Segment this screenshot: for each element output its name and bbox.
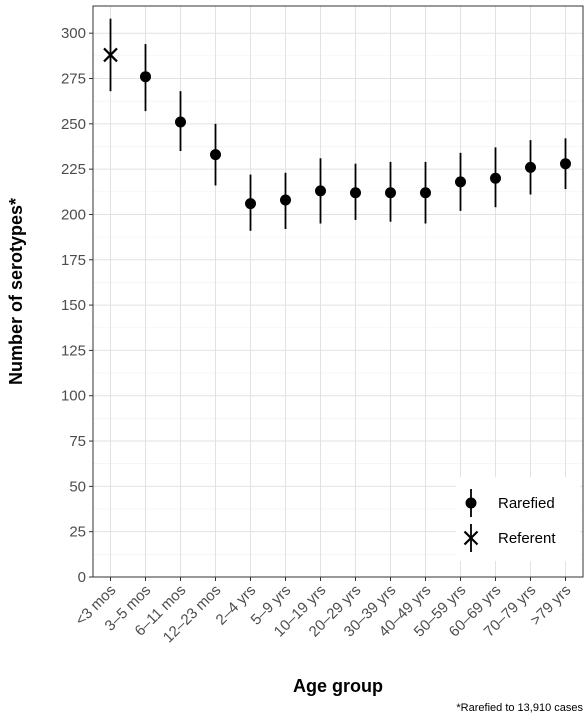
y-tick-label: 300	[61, 25, 86, 42]
referent-point	[103, 47, 118, 63]
y-tick-label: 0	[78, 569, 86, 586]
rarefied-point	[140, 71, 151, 83]
data-layer	[103, 18, 571, 231]
rarefied-point	[245, 198, 256, 210]
y-axis-title: Number of serotypes*	[6, 198, 26, 385]
rarefied-point	[175, 116, 186, 128]
rarefied-point	[490, 172, 501, 184]
legend: Rarefied Referent	[456, 477, 580, 561]
y-tick-label: 275	[61, 71, 86, 88]
marker-stroke	[463, 530, 479, 546]
rarefied-point	[560, 158, 571, 170]
rarefied-point	[210, 149, 221, 161]
panel-border	[92, 5, 584, 578]
y-tick-label: 25	[69, 524, 86, 541]
legend-label-referent: Referent	[498, 530, 556, 547]
x-axis-title: Age group	[293, 676, 383, 696]
rarefied-point	[455, 176, 466, 188]
legend-label-rarefied: Rarefied	[498, 495, 555, 512]
y-tick-label: 250	[61, 116, 86, 133]
rarefied-point	[385, 187, 396, 199]
rarefied-point	[525, 161, 536, 173]
legend-key-rarefied	[465, 497, 477, 509]
footnote: *Rarefied to 13,910 cases	[456, 702, 583, 714]
y-tick-label: 175	[61, 252, 86, 269]
y-tick-label: 75	[69, 433, 86, 450]
legend-key-referent	[463, 530, 479, 546]
legend-background	[456, 477, 580, 561]
y-tick-label: 100	[61, 388, 86, 405]
y-tick-label: 50	[69, 478, 86, 495]
rarefied-point	[420, 187, 431, 199]
y-tick-label: 200	[61, 206, 86, 223]
y-tick-label: 150	[61, 297, 86, 314]
y-tick-label: 225	[61, 161, 86, 178]
y-tick-label: 125	[61, 342, 86, 359]
rarefied-point	[350, 187, 361, 199]
rarefied-point	[280, 194, 291, 206]
marker-stroke	[103, 47, 118, 63]
rarefied-point	[315, 185, 326, 197]
